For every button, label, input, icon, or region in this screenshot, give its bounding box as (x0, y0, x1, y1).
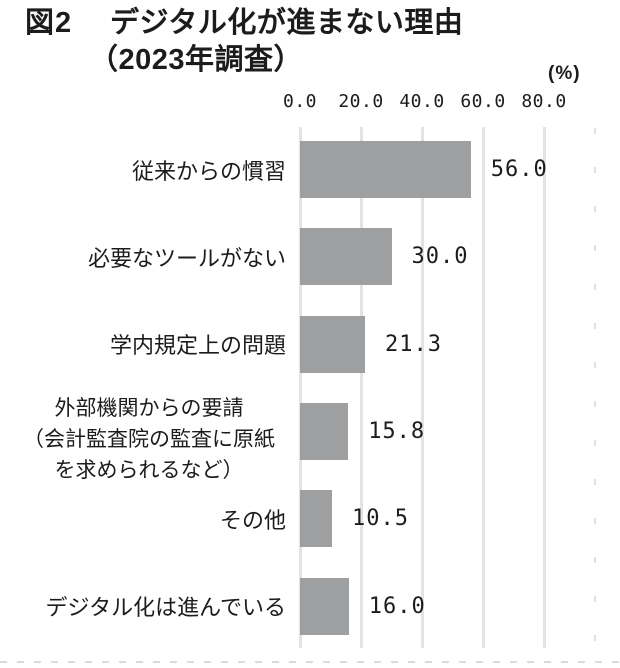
category-label: その他 (0, 490, 286, 547)
x-tick-label: 60.0 (460, 91, 506, 112)
figure-subtitle: （2023年調査） (89, 44, 304, 76)
x-tick-label: 20.0 (338, 91, 384, 112)
bar (300, 141, 471, 198)
page-fold-dotted-line-vertical (594, 128, 596, 648)
bar-value-label: 10.5 (352, 506, 409, 532)
bar (300, 315, 365, 373)
gridline (481, 127, 485, 648)
category-label: 従来からの慣習 (0, 141, 286, 198)
bar (300, 228, 392, 286)
page-fold-dotted-line-horizontal (0, 661, 620, 663)
category-label-line: その他 (219, 507, 286, 533)
category-label-line: を求められるなど） (54, 458, 244, 482)
category-label: 必要なツールがない (0, 228, 286, 285)
bar-value-label: 30.0 (411, 244, 469, 270)
gridline (359, 127, 363, 648)
bar-value-label: 15.8 (368, 418, 426, 444)
x-tick-label: 40.0 (399, 91, 445, 112)
bar-value-label: 56.0 (490, 157, 548, 182)
category-label-line: デジタル化は進んでいる (45, 595, 286, 620)
bar (300, 577, 349, 635)
category-label-line: 外部機関からの要請 (54, 396, 244, 420)
category-label: 学内規定上の問題 (0, 316, 286, 373)
plot-area: 56.0 30.0 21.3 15.8 10.5 16.0 (298, 127, 600, 648)
bar (300, 490, 333, 548)
gridline (542, 127, 546, 648)
gridline (298, 127, 302, 648)
category-label-line: （会計監査院の監査に原紙 (23, 427, 275, 451)
gridline (420, 127, 424, 648)
x-tick-label: 0.0 (282, 91, 318, 112)
category-label-line: 必要なツールがない (87, 245, 286, 271)
figure-number-tag: 図2 (25, 7, 73, 39)
bar (300, 402, 349, 460)
category-label: 外部機関からの要請 （会計監査院の監査に原紙 を求められるなど） (0, 393, 298, 486)
category-label-line: 学内規定上の問題 (109, 333, 286, 359)
figure-title: デジタル化が進まない理由 (110, 7, 464, 39)
axis-unit-label: (%) (548, 63, 581, 84)
bar-value-label: 16.0 (368, 593, 426, 619)
bar-value-label: 21.3 (384, 331, 442, 357)
x-tick-label: 80.0 (521, 91, 567, 112)
category-label-line: 従来からの慣習 (131, 158, 286, 184)
category-label: デジタル化は進んでいる (0, 578, 286, 635)
